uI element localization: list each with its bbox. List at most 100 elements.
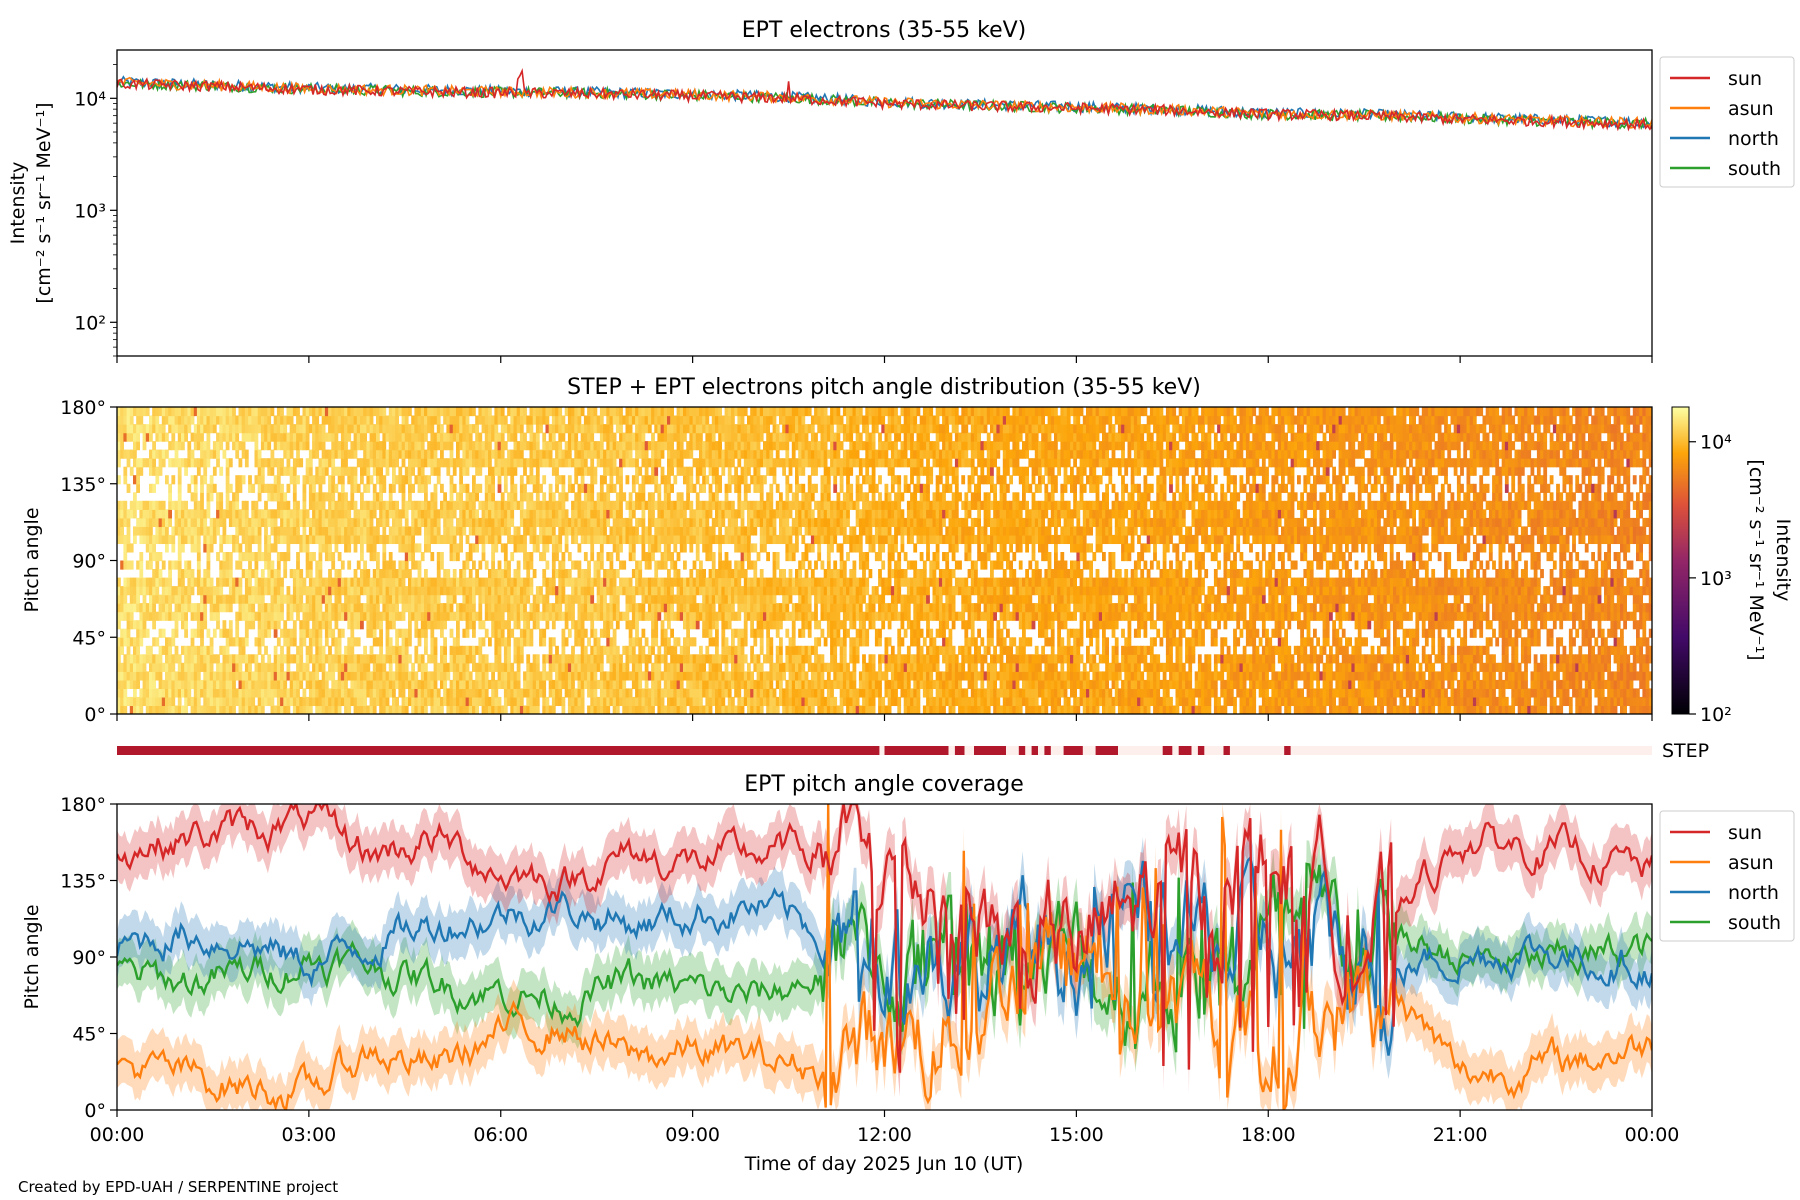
heatmap-cell <box>475 526 479 536</box>
heatmap-cell <box>331 688 336 698</box>
heatmap-cell <box>631 611 636 621</box>
heatmap-cell <box>414 603 419 613</box>
heatmap-cell <box>196 671 201 681</box>
heatmap-cell <box>478 441 483 451</box>
heatmap-cell <box>305 705 310 714</box>
heatmap-cell <box>302 577 307 587</box>
heatmap-cell <box>174 688 179 698</box>
heatmap-cell <box>129 611 134 621</box>
heatmap-cell <box>270 620 275 630</box>
heatmap-cell <box>408 483 412 493</box>
heatmap-cell <box>535 441 540 451</box>
heatmap-cell <box>369 679 374 690</box>
heatmap-cell <box>551 552 556 562</box>
heatmap-cell <box>340 466 345 476</box>
heatmap-cell <box>440 696 444 707</box>
heatmap-cell <box>539 586 543 596</box>
heatmap-cell <box>619 662 623 672</box>
heatmap-cell <box>126 449 131 459</box>
heatmap-cell <box>305 611 310 621</box>
heatmap-cell <box>609 696 614 707</box>
heatmap-cell <box>577 424 582 434</box>
heatmap-cell <box>427 611 431 621</box>
heatmap-cell <box>123 586 128 596</box>
heatmap-cell <box>289 407 294 417</box>
heatmap-cell <box>510 628 515 638</box>
heatmap-cell <box>187 654 192 664</box>
heatmap-cell <box>216 415 220 425</box>
heatmap-cell <box>513 705 518 714</box>
heatmap-cell <box>126 603 131 613</box>
heatmap-cell <box>238 415 243 425</box>
heatmap-cell <box>507 534 511 545</box>
heatmap-cell <box>318 696 323 707</box>
heatmap-cell <box>548 432 553 442</box>
heatmap-cell <box>596 586 601 596</box>
heatmap-cell <box>126 483 131 493</box>
heatmap-cell <box>193 696 198 707</box>
heatmap-cell <box>468 458 473 468</box>
heatmap-cell <box>241 509 246 519</box>
heatmap-cell <box>356 671 361 681</box>
heatmap-cell <box>583 534 588 545</box>
heatmap-cell <box>619 483 623 493</box>
heatmap-cell <box>331 509 336 519</box>
heatmap-cell <box>513 645 518 655</box>
heatmap-cell <box>280 688 284 698</box>
heatmap-cell <box>161 688 166 698</box>
heatmap-cell <box>529 517 534 528</box>
heatmap-cell <box>171 671 176 681</box>
heatmap-cell <box>494 569 499 579</box>
heatmap-cell <box>209 637 214 647</box>
heatmap-cell <box>158 534 163 545</box>
heatmap-cell <box>654 475 659 485</box>
heatmap-cell <box>123 628 128 638</box>
heatmap-cell <box>200 586 204 596</box>
heatmap-cell <box>465 552 470 562</box>
heatmap-cell <box>596 645 601 655</box>
heatmap-cell <box>315 432 320 442</box>
heatmap-cell <box>171 705 176 714</box>
heatmap-cell <box>235 620 240 630</box>
heatmap-cell <box>392 620 396 630</box>
heatmap-cell <box>545 407 550 417</box>
heatmap-cell <box>625 407 630 417</box>
heatmap-cell <box>478 586 483 596</box>
heatmap-cell <box>523 534 527 545</box>
heatmap-cell <box>136 517 140 528</box>
heatmap-cell <box>187 407 192 417</box>
heatmap-cell <box>196 552 201 562</box>
heatmap-cell <box>184 645 188 655</box>
heatmap-cell <box>187 441 192 451</box>
heatmap-cell <box>427 509 431 519</box>
heatmap-cell <box>270 671 275 681</box>
heatmap-cell <box>318 552 323 562</box>
heatmap-cell <box>545 577 550 587</box>
heatmap-cell <box>660 424 665 434</box>
heatmap-cell <box>376 577 380 587</box>
heatmap-cell <box>232 432 236 442</box>
heatmap-cell <box>264 611 268 621</box>
heatmap-cell <box>289 688 294 698</box>
heatmap-cell <box>478 500 483 510</box>
heatmap-cell <box>267 577 272 587</box>
heatmap-cell <box>459 679 463 690</box>
heatmap-cell <box>663 628 668 638</box>
heatmap-cell <box>401 645 406 655</box>
heatmap-cell <box>376 569 380 579</box>
heatmap-cell <box>347 645 352 655</box>
heatmap-cell <box>615 475 620 485</box>
heatmap-cell <box>123 696 128 707</box>
heatmap-cell <box>414 509 419 519</box>
heatmap-cell <box>401 560 406 570</box>
heatmap-cell <box>529 662 534 672</box>
heatmap-cell <box>369 500 374 510</box>
heatmap-cell <box>491 432 495 442</box>
heatmap-cell <box>276 475 281 485</box>
heatmap-cell <box>414 526 419 536</box>
heatmap-cell <box>401 654 406 664</box>
heatmap-cell <box>417 526 422 536</box>
heatmap-cell <box>321 534 326 545</box>
heatmap-cell <box>641 415 646 425</box>
heatmap-cell <box>235 586 240 596</box>
